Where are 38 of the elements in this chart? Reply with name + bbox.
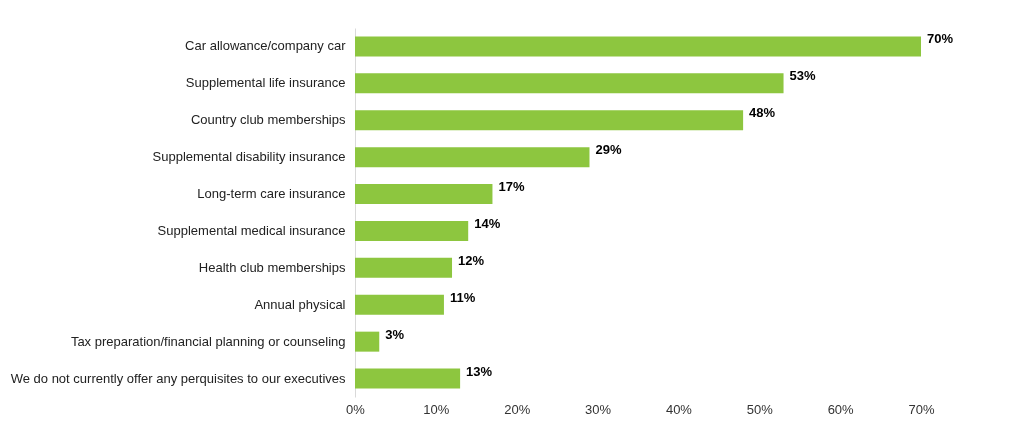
x-tick-label: 20% [504,401,531,417]
x-tick-label: 70% [908,401,935,417]
data-label: 48% [749,105,776,121]
bar [355,147,590,168]
bar [355,294,444,315]
y-tick-label: Annual physical [254,296,346,312]
data-label: 53% [789,68,816,84]
x-tick-label: 50% [746,401,774,417]
bar [355,36,921,57]
bar [355,368,461,389]
x-tick-label: 0% [346,401,366,417]
data-label: 70% [927,31,954,47]
data-label: 13% [466,363,493,379]
data-label: 14% [474,215,501,231]
data-label: 3% [385,326,405,342]
x-tick-label: 30% [585,401,612,417]
y-tick-label: Supplemental medical insurance [157,222,346,238]
x-tick-label: 10% [423,401,450,417]
x-tick-label: 40% [665,401,693,417]
bar [355,220,469,241]
x-tick-label: 60% [827,401,855,417]
data-label: 11% [449,289,476,305]
bar [355,257,453,278]
data-label: 29% [595,142,622,158]
y-tick-label: Health club memberships [198,259,346,275]
bar [355,184,493,205]
bar [355,110,744,131]
y-tick-label: Country club memberships [190,112,346,128]
data-label: 12% [458,252,485,268]
bar [355,331,380,352]
y-tick-label: Supplemental disability insurance [152,149,346,165]
bar [355,73,784,94]
data-label: 17% [498,179,525,195]
y-tick-label: Tax preparation/financial planning or counseling [70,333,346,349]
y-tick-label: Supplemental life insurance [185,75,346,91]
y-tick-label: We do not currently offer any perquisites to our executives [10,370,346,386]
y-tick-label: Long-term care insurance [197,186,346,202]
y-tick-label: Car allowance/company car [185,38,347,54]
